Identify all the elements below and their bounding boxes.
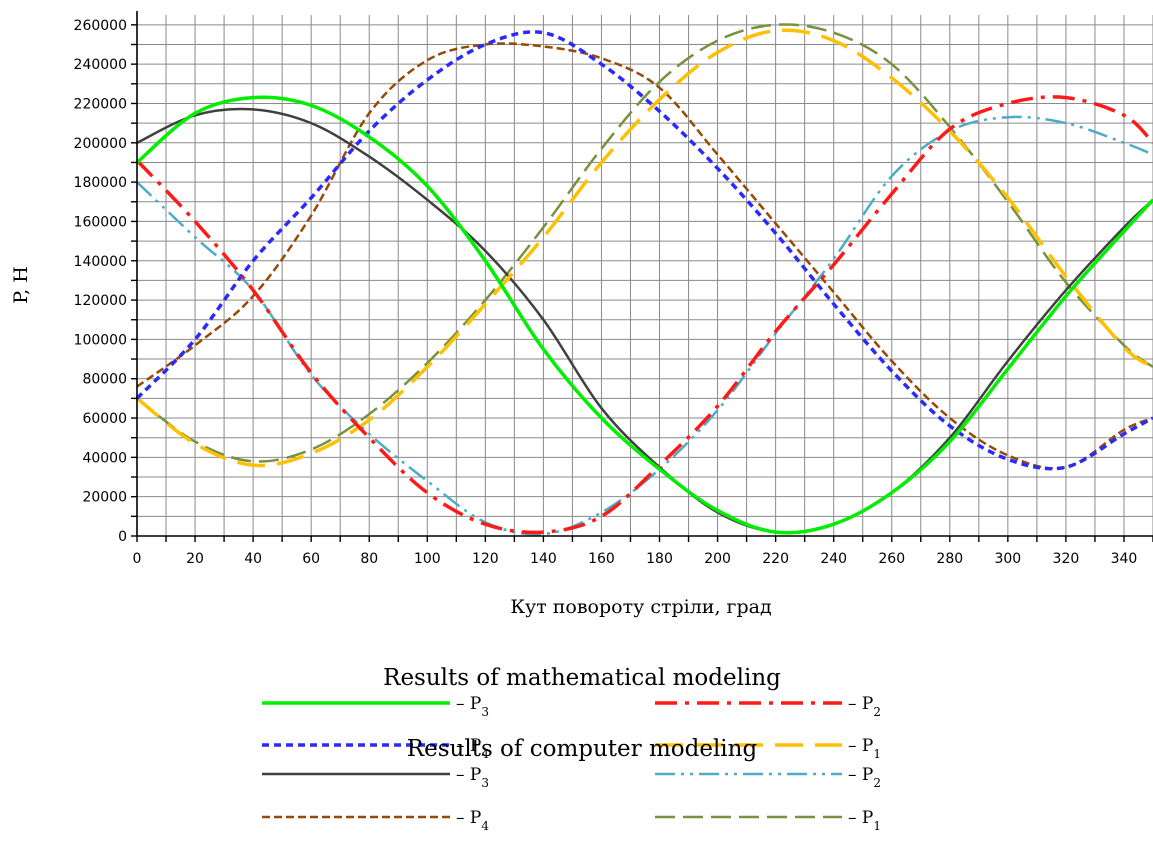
x-tick-label: 80 bbox=[360, 551, 378, 567]
x-tick-label: 280 bbox=[936, 551, 963, 567]
x-tick-label: 200 bbox=[704, 551, 731, 567]
y-tick-label: 120000 bbox=[74, 293, 127, 309]
series-line-comp_P4 bbox=[136, 42, 1153, 470]
x-tick-label: 140 bbox=[530, 551, 557, 567]
series-line-math_P2 bbox=[135, 95, 1153, 535]
y-tick-label: 140000 bbox=[74, 254, 127, 270]
x-tick-label: 180 bbox=[646, 551, 673, 567]
legend-label-comp_P4: – P4 bbox=[456, 808, 489, 833]
y-axis-title: P, Н bbox=[10, 266, 32, 304]
y-tick-label: 40000 bbox=[82, 450, 127, 466]
grid bbox=[137, 15, 1153, 536]
y-tick-label: 100000 bbox=[74, 332, 127, 348]
tick-labels: 0 20000 40000 60000 80000 100000 120000 140000 1… bbox=[74, 18, 1138, 567]
x-tick-label: 160 bbox=[588, 551, 615, 567]
x-tick-label: 100 bbox=[414, 551, 441, 567]
legend: Results of mathematical modeling – P3 – P2… bbox=[262, 665, 881, 833]
y-tick-label: 240000 bbox=[74, 57, 127, 73]
series-line-math_P3 bbox=[135, 95, 1153, 535]
x-tick-label: 0 bbox=[133, 551, 142, 567]
legend-label-math_P3: – P3 bbox=[456, 694, 489, 719]
y-tick-label: 80000 bbox=[82, 372, 127, 388]
series-layer bbox=[135, 23, 1153, 536]
y-tick-label: 60000 bbox=[82, 411, 127, 427]
axes bbox=[131, 11, 1153, 542]
x-tick-label: 20 bbox=[186, 551, 204, 567]
x-tick-label: 240 bbox=[820, 551, 847, 567]
x-tick-label: 40 bbox=[244, 551, 262, 567]
y-tick-label: 220000 bbox=[74, 96, 127, 112]
x-tick-label: 340 bbox=[1111, 551, 1138, 567]
legend-label-comp_P1: – P1 bbox=[848, 808, 881, 833]
y-tick-label: 0 bbox=[118, 529, 127, 545]
series-line-math_P1 bbox=[135, 28, 1153, 468]
legend-label-math_P2: – P2 bbox=[848, 694, 881, 719]
x-axis-title: Кут повороту стріли, град bbox=[510, 596, 771, 618]
y-tick-label: 200000 bbox=[74, 136, 127, 152]
series-line-comp_P1 bbox=[136, 23, 1153, 463]
legend-group-title: Results of mathematical modeling bbox=[383, 665, 781, 691]
y-tick-label: 180000 bbox=[74, 175, 127, 191]
series-line-comp_P2 bbox=[136, 115, 1153, 536]
legend-label-comp_P2: – P2 bbox=[848, 765, 881, 790]
y-tick-label: 160000 bbox=[74, 214, 127, 230]
x-tick-label: 260 bbox=[878, 551, 905, 567]
y-tick-label: 260000 bbox=[74, 18, 127, 34]
x-tick-label: 120 bbox=[472, 551, 499, 567]
y-tick-label: 20000 bbox=[82, 490, 127, 506]
x-tick-label: 220 bbox=[762, 551, 789, 567]
series-line-math_P4 bbox=[135, 30, 1153, 471]
x-tick-label: 300 bbox=[994, 551, 1021, 567]
legend-label-comp_P3: – P3 bbox=[456, 765, 489, 790]
series-line-comp_P3 bbox=[136, 107, 1153, 534]
legend-group-title: Results of computer modeling bbox=[407, 736, 758, 762]
x-tick-label: 60 bbox=[302, 551, 320, 567]
x-tick-label: 320 bbox=[1053, 551, 1080, 567]
legend-label-math_P1: – P1 bbox=[848, 736, 881, 761]
